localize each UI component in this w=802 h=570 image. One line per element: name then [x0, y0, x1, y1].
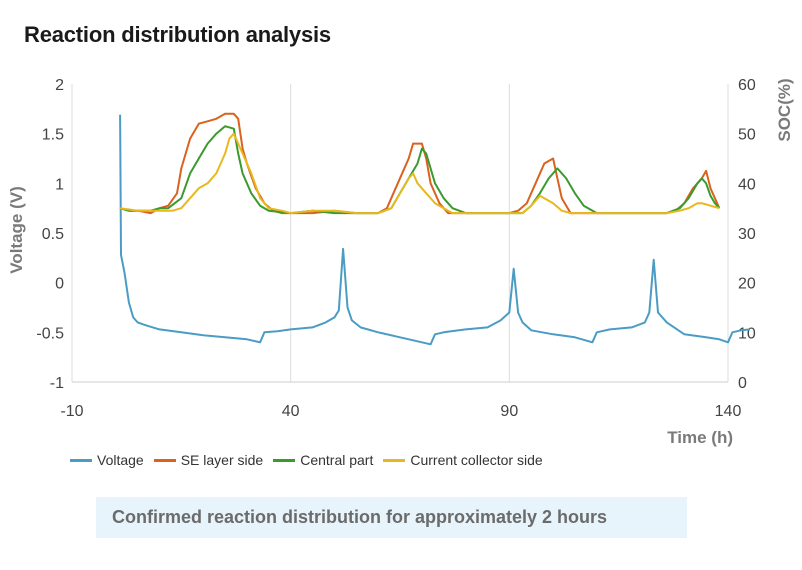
- y-tick-label: -0.5: [36, 325, 64, 342]
- legend-swatch: [273, 458, 296, 462]
- y-tick-label: 0: [55, 276, 64, 293]
- y-tick-label: 1: [55, 176, 64, 193]
- legend-label: Current collector side: [410, 452, 543, 468]
- series-lines: [119, 112, 751, 346]
- series-line-voltage: [119, 114, 751, 346]
- x-axis-label: Time (h): [667, 428, 733, 447]
- y2-tick-label: 0: [738, 375, 747, 392]
- x-tick-labels: -10 40 90 140: [60, 403, 741, 420]
- legend-swatch: [70, 458, 92, 462]
- x-tick-label: -10: [60, 403, 83, 420]
- legend-swatch: [153, 458, 176, 462]
- y2-tick-labels: 60 50 40 30 20 10 0: [738, 77, 756, 392]
- grid-lines: [71, 84, 729, 383]
- legend-item-current-collector-side: Current collector side: [383, 452, 543, 468]
- y2-axis-label: SOC(%): [775, 78, 794, 141]
- chart-title: Reaction distribution analysis: [24, 22, 331, 47]
- legend-label: Central part: [300, 452, 374, 468]
- series-line-se-layer-side: [119, 112, 721, 215]
- y-tick-labels: 2 1.5 1 0.5 0 -0.5 -1: [36, 77, 64, 392]
- legend-swatch: [383, 458, 406, 462]
- caption-note: Confirmed reaction distribution for appr…: [96, 497, 687, 538]
- y2-tick-label: 60: [738, 77, 756, 94]
- y-tick-label: 1.5: [42, 127, 64, 144]
- legend-label: SE layer side: [180, 452, 264, 468]
- x-tick-label: 90: [500, 403, 518, 420]
- y2-tick-label: 30: [738, 226, 756, 243]
- y-tick-label: 0.5: [42, 226, 64, 243]
- y-axis-label: Voltage (V): [7, 186, 26, 274]
- reaction-chart: -10 40 90 140 2 1.5 1 0.5 0 -0.5 -1 60 50 40 30 20 10 0…: [7, 77, 794, 447]
- y2-tick-label: 40: [738, 176, 756, 193]
- legend-item-voltage: Voltage: [70, 452, 144, 468]
- y2-tick-label: 50: [738, 127, 756, 144]
- y-tick-label: 2: [55, 77, 64, 94]
- y2-tick-label: 20: [738, 276, 756, 293]
- legend-item-se-layer-side: SE layer side: [153, 452, 264, 468]
- legend-item-central-part: Central part: [273, 452, 373, 468]
- series-line-current-collector-side: [119, 132, 720, 215]
- series-line-central-part: [119, 125, 721, 215]
- x-tick-label: 40: [282, 403, 300, 420]
- x-tick-label: 140: [715, 403, 742, 420]
- y-tick-label: -1: [50, 375, 64, 392]
- chart-legend: Voltage SE layer side Central part Current …: [70, 452, 543, 468]
- y2-tick-label: 10: [738, 325, 756, 342]
- legend-label: Voltage: [97, 452, 144, 468]
